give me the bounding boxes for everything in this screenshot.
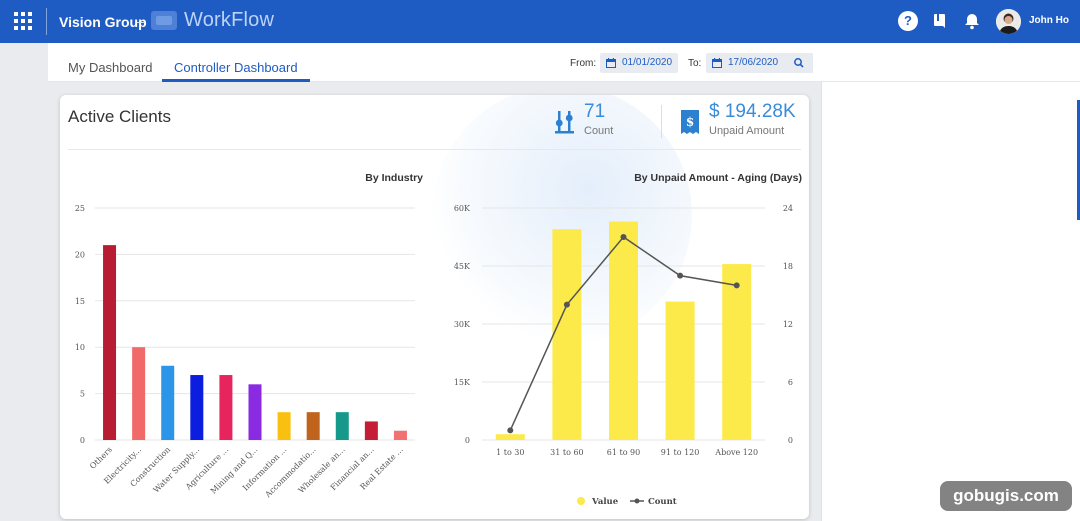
from-label: From:: [570, 58, 597, 69]
apps-grid-icon[interactable]: [14, 12, 32, 30]
card-title: Active Clients: [68, 107, 171, 126]
industry-bar-chart: 0510152025OthersElectricity...Constructi…: [75, 204, 415, 500]
to-date-value: 17/06/2020: [728, 57, 779, 68]
count-value: 71: [584, 101, 606, 122]
industry-bar: [103, 245, 117, 440]
industry-bar: [219, 375, 233, 440]
to-label: To:: [688, 58, 702, 69]
industry-bar: [306, 412, 320, 440]
to-date-field[interactable]: 17/06/2020: [706, 53, 786, 73]
x-tick-label: 31 to 60: [550, 448, 583, 457]
industry-bar: [161, 365, 175, 440]
y-tick-label: 30K: [454, 320, 471, 329]
industry-bar: [335, 412, 349, 440]
x-tick-label: Above 120: [714, 448, 758, 457]
from-date-value: 01/01/2020: [622, 57, 673, 68]
calendar-icon: [712, 58, 722, 68]
y-tick-label: 0: [80, 436, 85, 445]
value-bar: [609, 221, 638, 440]
book-icon[interactable]: [930, 11, 950, 31]
svg-text:$: $: [686, 115, 694, 129]
top-bar: Vision Group – WorkFlow ? John Ho: [0, 0, 1080, 43]
industry-bar: [364, 421, 378, 440]
chart-title-aging: By Unpaid Amount - Aging (Days): [634, 172, 802, 184]
count-point: [677, 272, 684, 279]
from-date-field[interactable]: 01/01/2020: [600, 53, 678, 73]
metric-divider: [661, 105, 662, 138]
bell-icon[interactable]: [962, 11, 982, 31]
product-name: WorkFlow: [184, 9, 275, 31]
workflow-logo-icon: [151, 11, 177, 30]
y-tick-label: 60K: [454, 204, 471, 213]
y2-tick-label: 6: [788, 378, 793, 387]
chart-title-industry: By Industry: [365, 172, 423, 184]
calendar-icon: [606, 58, 616, 68]
y-tick-label: 15: [75, 297, 85, 306]
count-point: [507, 427, 514, 434]
scrollbar[interactable]: [1077, 100, 1080, 220]
aging-combo-chart: 0 15K 30K 45K 60K 0 6 12 18 24 1 to 30 31 to 60 61 t…: [454, 204, 793, 507]
charts-canvas: By Industry By Unpaid Amount - Aging (Da…: [75, 172, 802, 507]
value-bar: [552, 229, 582, 440]
legend-count-marker-dot: [634, 498, 640, 504]
unpaid-amount-value: $ 194.28K: [709, 101, 796, 122]
count-point: [620, 234, 627, 240]
unpaid-amount-label: Unpaid Amount: [709, 125, 785, 137]
y-tick-label: 25: [75, 204, 85, 213]
industry-bar: [190, 375, 204, 440]
y2-tick-label: 0: [788, 436, 793, 445]
industry-bar: [248, 384, 262, 440]
search-icon[interactable]: [785, 53, 813, 73]
x-tick-label: Others: [88, 445, 114, 471]
x-tick-label: 91 to 120: [661, 448, 700, 457]
industry-bar: [132, 347, 146, 440]
x-tick-label: 1 to 30: [496, 448, 524, 457]
legend-value-marker: [577, 497, 585, 505]
active-tab-indicator: [162, 79, 310, 82]
y-tick-label: 5: [80, 390, 85, 399]
user-name[interactable]: John Ho: [1029, 15, 1069, 26]
y-tick-label: 20: [75, 250, 85, 259]
legend-count-label: Count: [648, 497, 677, 507]
value-bar: [665, 301, 695, 440]
y-tick-label: 0: [465, 436, 470, 445]
dashboard-tabs-bar: My Dashboard Controller Dashboard From: …: [48, 43, 1080, 82]
tab-controller-dashboard[interactable]: Controller Dashboard: [174, 60, 298, 75]
y-tick-label: 45K: [454, 262, 471, 271]
help-icon[interactable]: ?: [898, 11, 918, 31]
y-tick-label: 15K: [454, 378, 471, 387]
company-name: Vision Group: [59, 14, 147, 30]
invoice-icon: $: [679, 108, 701, 141]
right-panel: [821, 82, 1080, 521]
value-bar: [495, 434, 525, 440]
count-label: Count: [584, 125, 614, 137]
legend-value-label: Value: [591, 497, 619, 507]
avatar[interactable]: [996, 9, 1021, 34]
brand-separator: –: [137, 13, 145, 29]
x-tick-label: Accommodatio...: [263, 445, 318, 500]
count-point: [563, 301, 570, 308]
active-clients-card: Active Clients 71 Count $ $ 194.28K Unpa…: [60, 95, 809, 519]
value-bar: [722, 264, 752, 440]
industry-bar: [277, 412, 291, 440]
count-point: [733, 282, 740, 289]
tab-my-dashboard[interactable]: My Dashboard: [68, 60, 153, 75]
x-tick-label: 61 to 90: [607, 448, 640, 457]
client-count-icon: [554, 109, 576, 140]
y2-tick-label: 12: [783, 320, 793, 329]
y2-tick-label: 18: [783, 262, 793, 271]
watermark: gobugis.com: [940, 481, 1072, 511]
card-divider: [68, 149, 801, 150]
y-tick-label: 10: [75, 343, 85, 352]
y2-tick-label: 24: [783, 204, 793, 213]
industry-bar: [393, 430, 407, 440]
header-divider: [46, 8, 47, 35]
